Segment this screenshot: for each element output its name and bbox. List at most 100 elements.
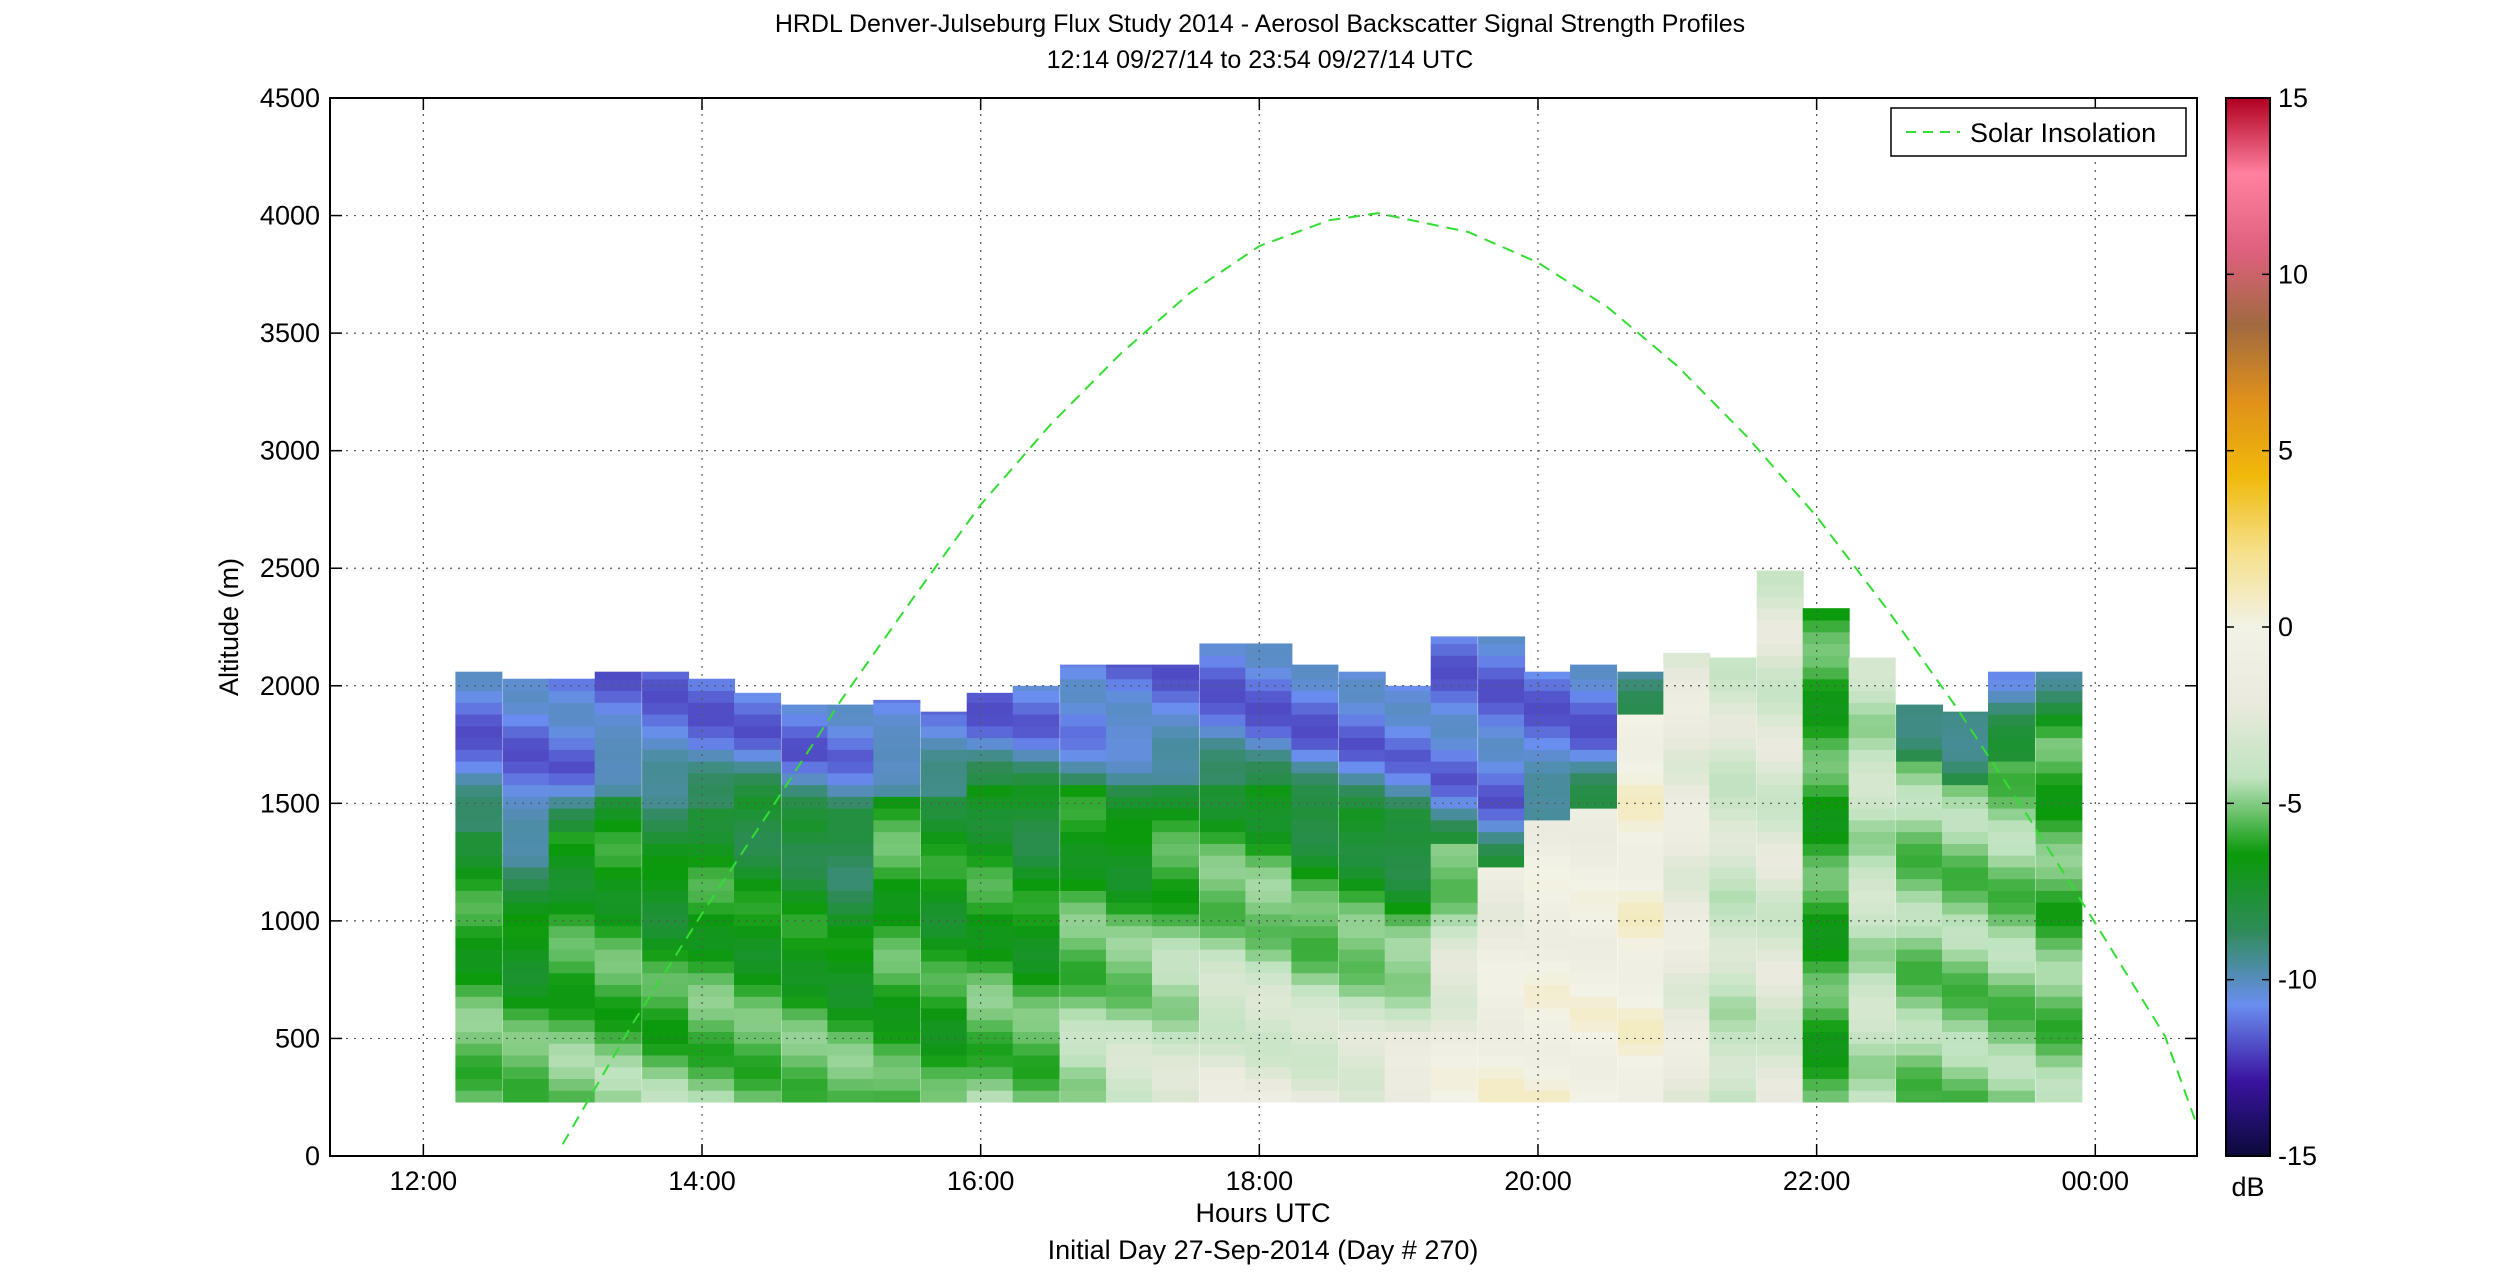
heatmap-cell (920, 925, 968, 938)
heatmap-cell (920, 972, 968, 985)
heatmap-cell (1570, 831, 1618, 844)
heatmap-cell (781, 749, 829, 762)
heatmap-cell (1245, 866, 1293, 880)
heatmap-cell (1430, 855, 1478, 868)
heatmap-cell (1756, 1043, 1804, 1056)
heatmap-cell (827, 866, 875, 880)
heatmap-cell (688, 796, 736, 809)
heatmap-cell (1106, 831, 1154, 844)
heatmap-cell (1988, 972, 2036, 985)
heatmap-cell (1848, 925, 1896, 938)
heatmap-cell (1988, 890, 2036, 903)
heatmap-cell (1848, 772, 1896, 786)
heatmap-cell (1570, 702, 1618, 715)
heatmap-cell (642, 819, 690, 833)
heatmap-cell (1152, 819, 1200, 833)
heatmap-cell (1663, 960, 1711, 974)
heatmap-cell (1199, 702, 1247, 715)
heatmap-cell (1338, 831, 1386, 844)
heatmap-cell (2035, 913, 2083, 927)
heatmap-cell (1802, 996, 1850, 1009)
heatmap-cell (873, 749, 921, 762)
heatmap-cell (873, 1043, 921, 1056)
heatmap-cell (1570, 1090, 1618, 1103)
heatmap-cell (2035, 1090, 2083, 1103)
heatmap-cell (873, 949, 921, 962)
heatmap-cell (2035, 1007, 2083, 1021)
heatmap-cell (455, 1043, 503, 1056)
heatmap-cell (1478, 761, 1526, 774)
heatmap-cell (1291, 702, 1339, 715)
heatmap-cell (1152, 784, 1200, 797)
heatmap-cell (642, 737, 690, 750)
heatmap-cell (1245, 831, 1293, 844)
heatmap-cell (781, 725, 829, 739)
heatmap-cell (688, 808, 736, 821)
heatmap-cell (781, 1054, 829, 1068)
heatmap-cell (1848, 761, 1896, 774)
heatmap-cell (1060, 937, 1108, 950)
heatmap-cell (873, 913, 921, 927)
heatmap-cell (1663, 784, 1711, 797)
heatmap-cell (1848, 808, 1896, 821)
x-tick-label: 12:00 (390, 1166, 458, 1196)
heatmap-cell (1199, 831, 1247, 844)
heatmap-cell (594, 984, 642, 997)
heatmap-cell (688, 1019, 736, 1032)
heatmap-cell (1430, 1007, 1478, 1021)
heatmap-cell (1291, 1078, 1339, 1091)
x-tick-label: 18:00 (1226, 1166, 1294, 1196)
heatmap-cell (1478, 843, 1526, 856)
heatmap-cell (1106, 702, 1154, 715)
heatmap-cell (1012, 1054, 1060, 1068)
heatmap-cell (920, 831, 968, 844)
heatmap-cell (734, 725, 782, 739)
heatmap-cell (455, 972, 503, 985)
heatmap-cell (1478, 1066, 1526, 1080)
heatmap-cell (1152, 855, 1200, 868)
heatmap-cell (642, 996, 690, 1009)
heatmap-cell (1942, 843, 1990, 856)
heatmap-cell (1570, 713, 1618, 727)
heatmap-cell (2035, 671, 2083, 680)
heatmap-cell (688, 913, 736, 927)
heatmap-cell (1570, 1066, 1618, 1080)
heatmap-cell (1942, 831, 1990, 844)
heatmap-cell (1988, 866, 2036, 880)
heatmap-cell (1338, 972, 1386, 985)
heatmap-cell (873, 843, 921, 856)
heatmap-cell (1060, 1007, 1108, 1021)
heatmap-cell (1245, 878, 1293, 891)
heatmap-cell (1245, 902, 1293, 915)
heatmap-cell (1802, 902, 1850, 915)
heatmap-cell (502, 996, 550, 1009)
heatmap-cell (873, 960, 921, 974)
heatmap-cell (1802, 972, 1850, 985)
heatmap-cell (2035, 761, 2083, 774)
axes-box (329, 97, 2198, 1157)
heatmap-cell (827, 960, 875, 974)
heatmap-cell (1338, 1090, 1386, 1103)
heatmap-cell (1848, 902, 1896, 915)
heatmap-cell (688, 690, 736, 703)
heatmap-cell (1245, 761, 1293, 774)
heatmap-cell (1896, 902, 1944, 915)
heatmap-cell (502, 960, 550, 974)
heatmap-cell (1709, 913, 1757, 927)
heatmap-cell (1384, 685, 1432, 692)
heatmap-cell (1756, 643, 1804, 656)
heatmap-cell (688, 949, 736, 962)
colorbar: 15 10 5 0 -5 -10 -15 dB (2225, 83, 2317, 1202)
heatmap-cell (1199, 972, 1247, 985)
heatmap-cell (1802, 1043, 1850, 1056)
heatmap-cell (594, 808, 642, 821)
heatmap-cell (1199, 1066, 1247, 1080)
heatmap-cell (548, 761, 596, 774)
heatmap-cell (1478, 1090, 1526, 1103)
heatmap-cell (1152, 866, 1200, 880)
heatmap-cell (1756, 878, 1804, 891)
heatmap-cell (1896, 913, 1944, 927)
heatmap-cell (1896, 1066, 1944, 1080)
heatmap-cell (1430, 772, 1478, 786)
heatmap-cell (873, 1054, 921, 1068)
